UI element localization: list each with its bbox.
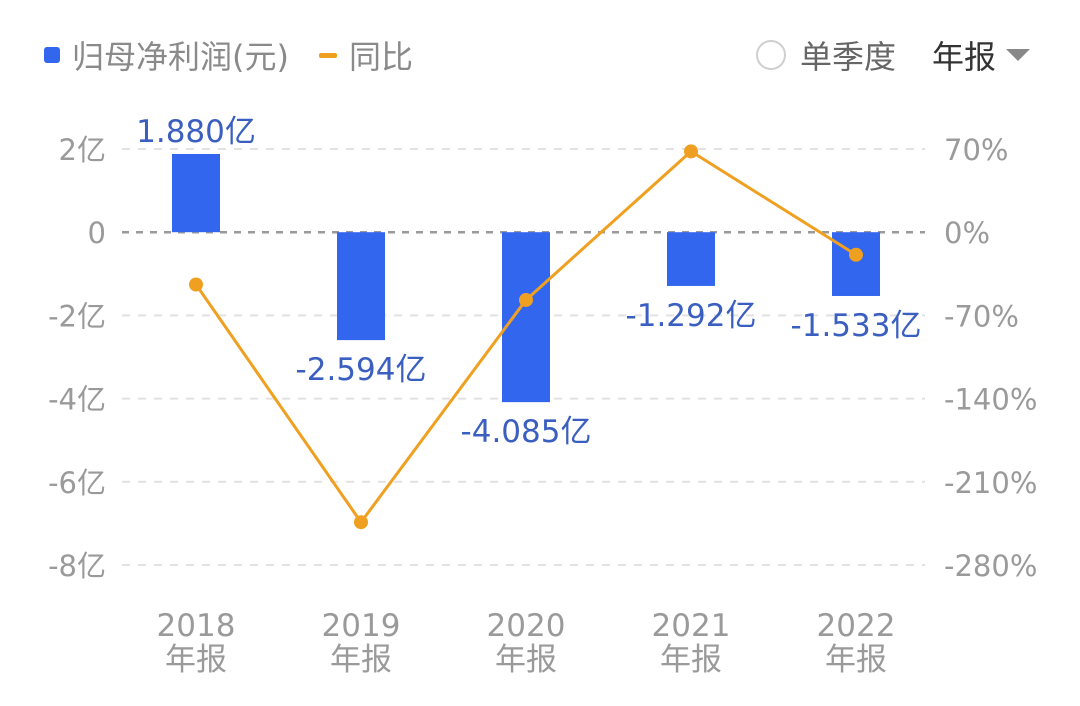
right-axis-tick-label: -280% bbox=[944, 549, 1037, 583]
bar-data-label: -1.533亿 bbox=[791, 308, 922, 344]
period-dropdown[interactable]: 年报 bbox=[932, 32, 1030, 78]
x-axis-category-year: 2018 bbox=[157, 608, 236, 644]
x-axis-category-period: 年报 bbox=[825, 642, 887, 678]
legend-bar-swatch bbox=[44, 47, 60, 63]
legend-bar-label: 归母净利润(元) bbox=[72, 38, 289, 76]
x-axis-category-year: 2020 bbox=[487, 608, 566, 644]
x-axis-category-period: 年报 bbox=[165, 642, 227, 678]
period-dropdown-label: 年报 bbox=[931, 38, 996, 76]
left-axis-tick-label: 0 bbox=[88, 216, 106, 250]
left-axis-tick-label: 2亿 bbox=[59, 133, 106, 167]
yoy-point bbox=[354, 515, 368, 530]
right-axis-tick-label: -70% bbox=[944, 299, 1019, 333]
x-axis-category-year: 2021 bbox=[652, 608, 731, 644]
right-axis-tick-label: -140% bbox=[944, 383, 1037, 417]
legend-line-swatch bbox=[318, 52, 337, 58]
yoy-point bbox=[189, 277, 203, 292]
bar bbox=[502, 232, 550, 403]
x-axis-category-period: 年报 bbox=[660, 642, 722, 678]
chart-controls: 单季度 年报 bbox=[755, 30, 1030, 80]
legend-item-net-profit[interactable]: 归母净利润(元) bbox=[44, 32, 289, 78]
yoy-point bbox=[849, 247, 863, 262]
bar bbox=[667, 232, 715, 286]
left-axis-tick-label: -2亿 bbox=[48, 299, 106, 333]
yoy-point bbox=[519, 292, 533, 307]
yoy-point bbox=[684, 144, 698, 159]
bar-data-label: -1.292亿 bbox=[626, 298, 757, 334]
legend-item-yoy[interactable]: 同比 bbox=[318, 32, 413, 78]
x-axis-category-period: 年报 bbox=[330, 642, 392, 678]
right-axis-tick-label: 70% bbox=[944, 133, 1008, 167]
caret-down-icon bbox=[1006, 49, 1030, 61]
left-axis-tick-label: -8亿 bbox=[48, 549, 106, 583]
legend-line-label: 同比 bbox=[348, 38, 413, 76]
legend: 归母净利润(元) 同比 bbox=[44, 30, 443, 80]
bar-data-label: 1.880亿 bbox=[136, 114, 256, 150]
bar-data-label: -4.085亿 bbox=[461, 414, 592, 450]
bar-data-label: -2.594亿 bbox=[296, 352, 427, 388]
x-axis-category-year: 2022 bbox=[817, 608, 896, 644]
bar bbox=[337, 232, 385, 341]
right-axis-tick-label: 0% bbox=[944, 216, 990, 250]
left-axis-tick-label: -6亿 bbox=[48, 466, 106, 500]
single-quarter-radio[interactable] bbox=[755, 40, 786, 70]
x-axis-category-year: 2019 bbox=[322, 608, 401, 644]
bar bbox=[832, 232, 880, 296]
x-axis-category-period: 年报 bbox=[495, 642, 557, 678]
single-quarter-label[interactable]: 单季度 bbox=[799, 38, 896, 76]
bar bbox=[172, 153, 220, 233]
left-axis-tick-label: -4亿 bbox=[48, 383, 106, 417]
right-axis-tick-label: -210% bbox=[944, 466, 1037, 500]
